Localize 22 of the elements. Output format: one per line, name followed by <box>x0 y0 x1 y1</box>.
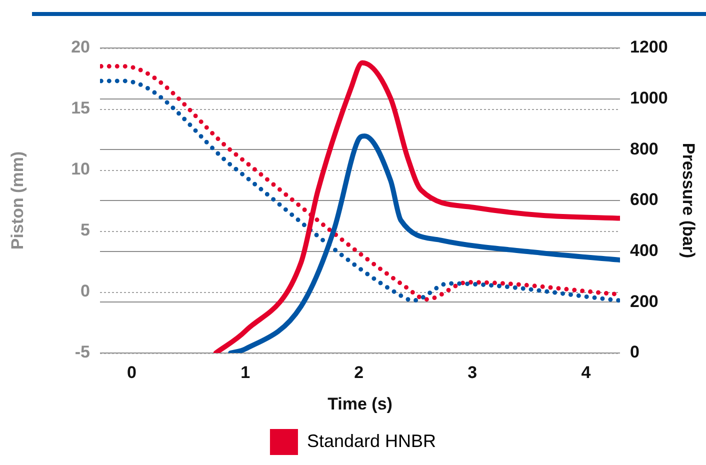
y-tick-label: 20 <box>71 38 90 57</box>
x-tick-label: 3 <box>468 362 478 382</box>
y2-axis-title: Pressure (bar) <box>679 142 698 258</box>
y-tick-label: 10 <box>71 160 90 179</box>
y2-tick-label: 1200 <box>630 38 668 57</box>
y2-tick-label: 200 <box>630 292 658 311</box>
y2-tick-label: 400 <box>630 241 658 260</box>
y2-tick-label: 1000 <box>630 88 668 108</box>
legend-label: Standard HNBR <box>306 430 436 451</box>
x-tick-label: 1 <box>240 362 250 382</box>
x-axis-title: Time (s) <box>328 394 392 414</box>
y-tick-label: -5 <box>74 342 90 362</box>
y2-tick-label: 0 <box>630 342 640 362</box>
y-tick-label: 5 <box>80 220 90 240</box>
x-tick-label: 0 <box>127 362 137 382</box>
y-tick-label: 0 <box>80 282 90 301</box>
x-tick-label: 4 <box>581 362 592 382</box>
x-tick-label: 2 <box>354 362 364 382</box>
y-tick-label: 15 <box>71 98 90 118</box>
y2-tick-label: 600 <box>630 190 658 210</box>
y-axis-title: Piston (mm) <box>8 151 27 250</box>
y2-tick-label: 800 <box>630 139 658 158</box>
